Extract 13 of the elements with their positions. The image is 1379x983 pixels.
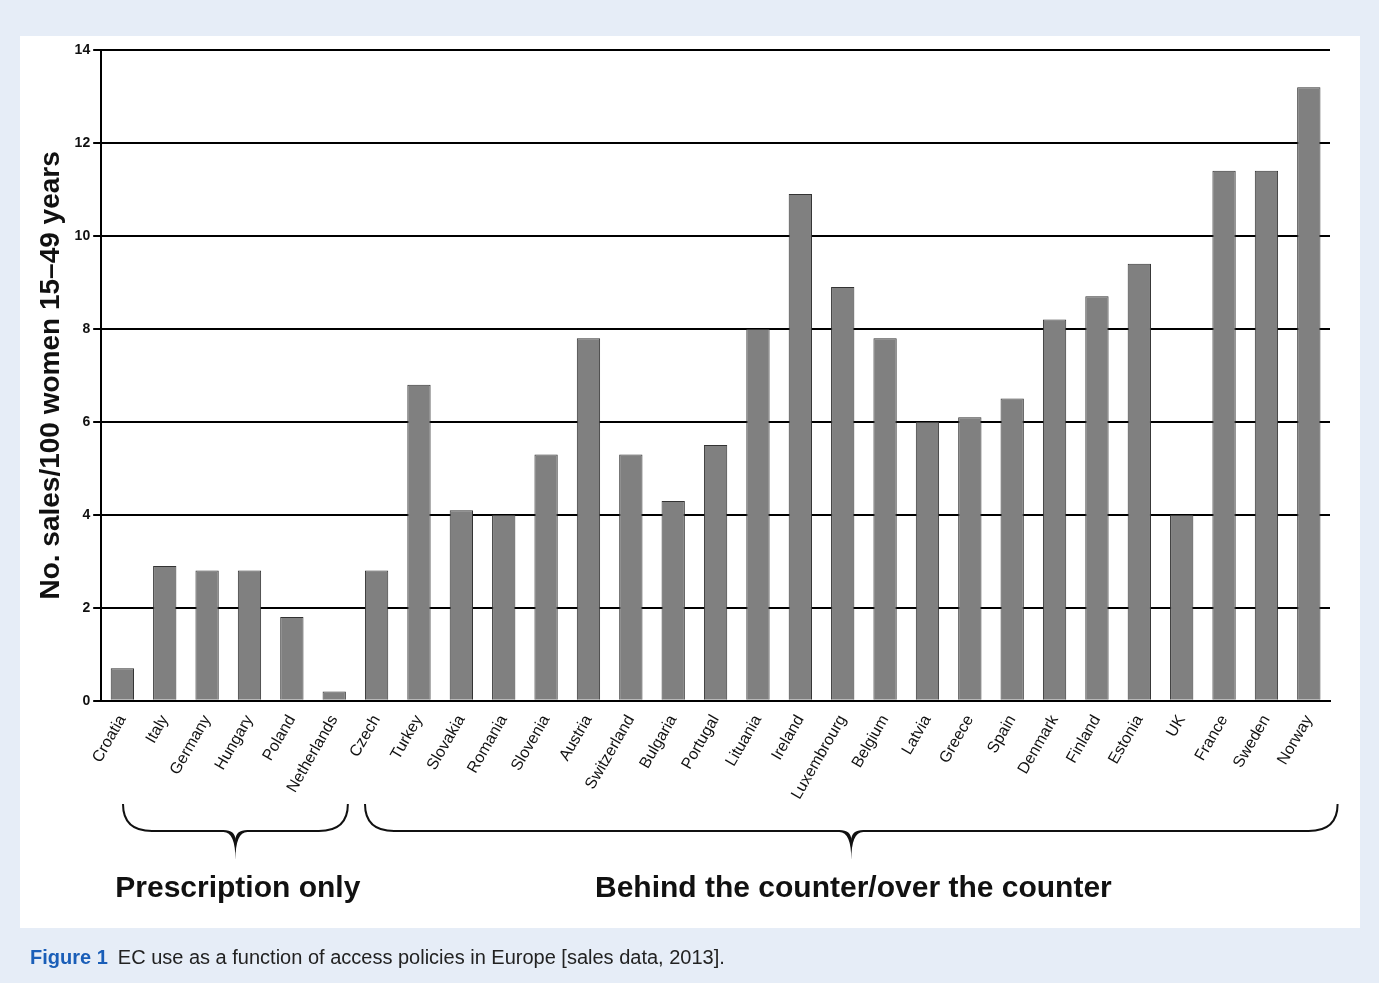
x-tick-label: UK <box>1162 711 1189 740</box>
y-tick-label: 14 <box>74 40 91 57</box>
y-tick-label: 10 <box>74 226 91 243</box>
y-tick-label: 8 <box>82 319 91 336</box>
text: Prescription only <box>115 870 361 904</box>
caption: Figure 1 EC use as a function of access policies in Europe [sales data, 2013]. <box>30 946 725 969</box>
text: Behind the counter/over the counter <box>595 870 1112 904</box>
y-tick-label: 12 <box>74 133 91 150</box>
y-tick-label: 6 <box>82 412 91 429</box>
y-tick-label: 4 <box>82 505 91 522</box>
y-tick-label: 0 <box>82 691 91 708</box>
y-axis-title: No. sales/100 women 15–49 years <box>33 151 65 600</box>
y-tick-label: 2 <box>82 598 91 615</box>
